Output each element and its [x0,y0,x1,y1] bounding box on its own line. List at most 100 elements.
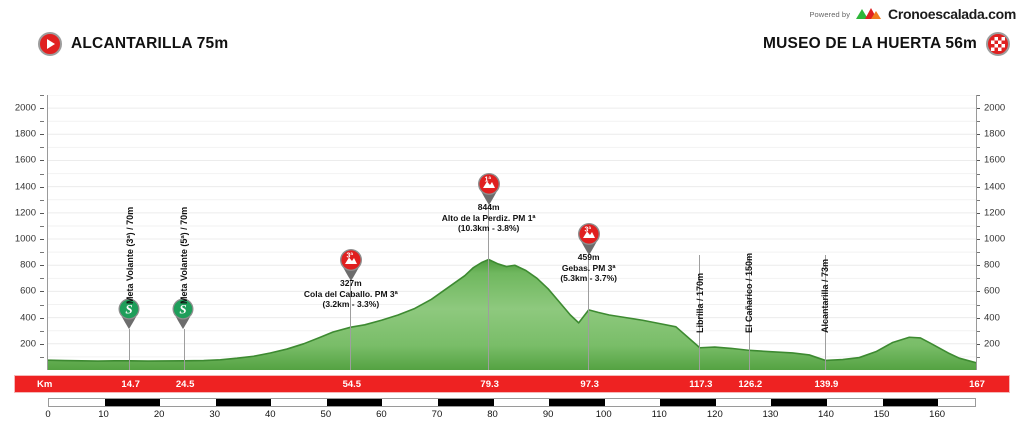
km-bar-label: 24.5 [175,379,195,390]
finish-location: MUSEO DE LA HUERTA 56m [763,32,1010,56]
x-axis-tick-label: 80 [487,409,498,420]
y-axis-tick-label: 1400 [14,181,36,193]
y-axis-tick-mark [976,225,980,227]
y-axis-left-line [47,95,48,370]
y-axis-tick-mark [40,317,44,319]
sprint-marker-line [129,329,131,370]
town-marker-line [748,255,750,370]
y-axis-tick-mark [40,291,44,293]
y-axis-tick-mark [976,291,980,293]
climb-label: 327m Cola del Caballo. PM 3ª (3.2km - 3.3%… [304,278,398,310]
y-axis-tick-label: 400 [20,312,36,324]
y-axis-right: 200 400 600 800 1000 1200 1400 1600 1800 2000 [976,95,1024,370]
y-axis-tick-label: 1000 [14,233,36,245]
x-axis-tick-label: 140 [818,409,834,420]
y-axis-tick-label: 2000 [14,102,36,114]
y-axis-tick-mark [976,278,980,280]
y-axis-tick-mark [976,317,980,319]
start-location: ALCANTARILLA 75m [38,32,228,56]
y-axis-tick-mark [40,147,44,149]
y-axis-tick-mark [40,108,44,110]
x-axis-tick-label: 120 [706,409,723,420]
y-axis-tick-mark [40,356,44,358]
km-bar-label: 167 [969,379,985,390]
y-axis-tick-label: 1200 [984,207,1006,219]
svg-text:3ª: 3ª [346,253,353,260]
climb-marker-line [350,281,352,370]
km-bar-title: Km [37,379,53,390]
y-axis-tick-label: 1000 [984,233,1006,245]
climb-pin-icon[interactable]: 3ª [576,222,602,255]
climb-pin-icon[interactable]: 1ª [476,172,502,205]
y-axis-tick-label: 800 [984,259,1000,271]
climb-elevation: 327m [339,278,362,288]
y-axis-tick-mark [40,252,44,254]
y-axis-tick-label: 200 [20,338,36,350]
y-axis-tick-label: 400 [984,312,1000,324]
climb-marker-line [588,255,590,370]
climb-label: 459m Gebas. PM 3ª (5.3km - 3.7%) [560,252,617,284]
y-axis-tick-label: 600 [20,285,36,297]
climb-elevation: 844m [477,202,500,212]
x-axis-tick-label: 20 [153,409,165,420]
profile-area-chart [48,95,976,370]
cronoescalada-logo-icon [854,7,884,22]
ruler-segment [882,399,939,406]
climb-marker-line [488,205,490,370]
sprint-pin-icon[interactable]: S [171,298,197,331]
x-axis-tick-label: 40 [264,409,276,420]
climb-detail: (10.3km - 3.8%) [457,223,520,233]
y-axis-tick-mark [40,239,44,241]
climb-name: Gebas. PM 3ª [561,262,616,273]
y-axis-tick-mark [40,343,44,345]
climb-name: Cola del Caballo. PM 3ª [303,288,398,299]
town-label: Alcantarilla / 73m [820,258,831,333]
y-axis-tick-mark [976,265,980,267]
y-axis-tick-mark [976,239,980,241]
town-marker-line [699,255,701,370]
ruler-segment [104,399,161,406]
elevation-area [48,259,976,370]
x-axis-tick-label: 30 [209,409,220,420]
y-axis-tick-mark [40,95,44,96]
y-axis-tick-mark [976,330,980,332]
y-axis-tick-mark [976,160,980,162]
y-axis-tick-mark [976,212,980,214]
climb-elevation: 459m [577,252,600,262]
y-axis-tick-mark [976,173,980,175]
ruler-segment [326,399,383,406]
x-axis-tick-label: 10 [98,409,109,420]
y-axis-tick-label: 1200 [14,207,36,219]
km-bar: Km 14.7 24.5 54.5 79.3 97.3 117.3 126.2 139.9 16… [14,375,1010,393]
y-axis-tick-mark [976,199,980,201]
ruler-segment [437,399,494,406]
y-axis-left: 200 400 600 800 1000 1200 1400 1600 1800 2000 [0,95,44,370]
y-axis-tick-label: 1800 [984,128,1006,140]
y-axis-tick-mark [976,134,980,136]
x-axis-tick-label: 130 [762,409,779,420]
y-axis-tick-mark [976,252,980,254]
km-bar-label: 139.9 [814,379,839,390]
sprint-label: Meta Volante (3ª) / 70m [124,206,135,304]
km-bar-label: 54.5 [342,379,362,390]
y-axis-tick-mark [976,147,980,149]
x-axis-tick-label: 70 [431,409,443,420]
y-axis-tick-label: 1400 [984,181,1006,193]
distance-ruler [48,398,976,407]
km-bar-label: 97.3 [580,379,599,390]
km-bar-label: 126.2 [738,379,763,390]
y-axis-tick-mark [40,278,44,280]
y-axis-right-line [976,95,977,370]
elevation-line [48,258,976,364]
ruler-segment [660,399,716,406]
checkered-flag-icon [986,32,1010,56]
brand-name: Cronoescalada.com [888,6,1016,22]
climb-pin-icon[interactable]: 3ª [338,248,364,281]
sprint-pin-icon[interactable]: S [117,298,143,331]
ruler-segment [771,399,827,406]
svg-text:1ª: 1ª [484,177,491,184]
climb-detail: (5.3km - 3.7%) [560,273,618,283]
km-bar-label: 117.3 [689,379,713,390]
y-axis-tick-mark [40,134,44,136]
x-axis-tick-label: 50 [320,409,332,420]
